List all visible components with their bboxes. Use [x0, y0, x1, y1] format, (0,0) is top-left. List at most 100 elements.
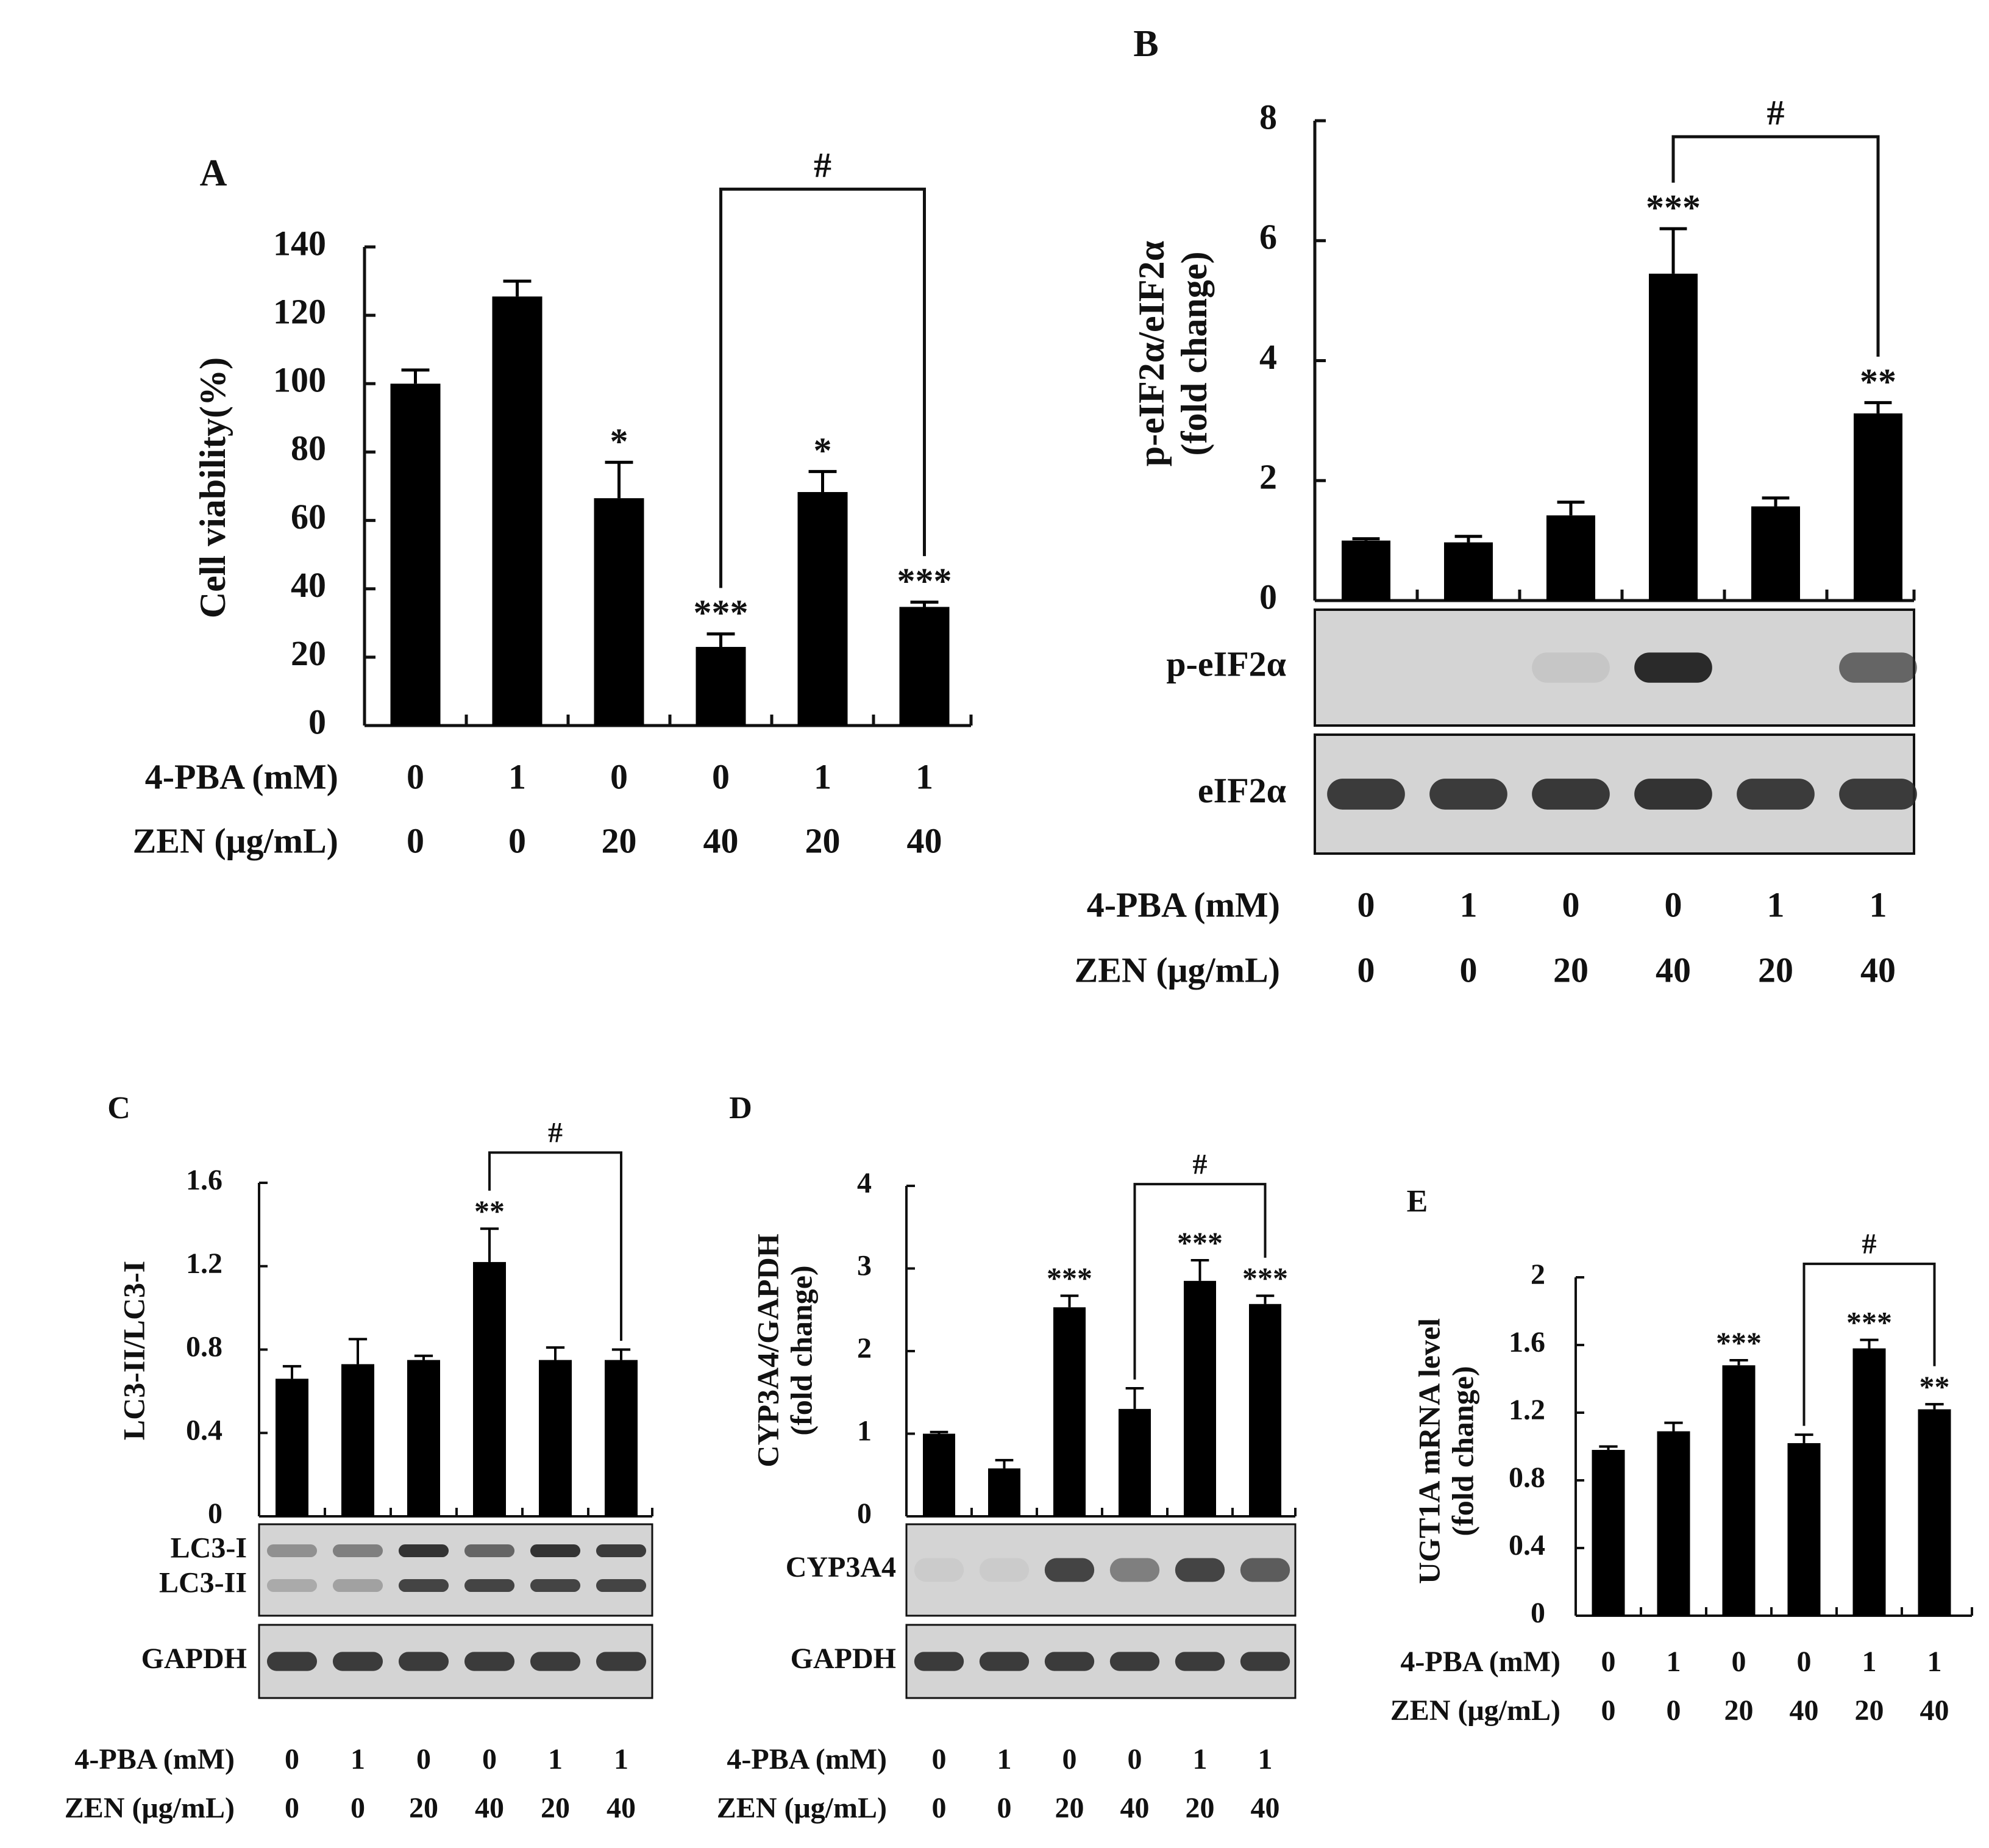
blot-frame: [905, 1523, 1297, 1617]
zen-dose: 0: [1460, 950, 1478, 990]
zen-row-label: ZEN (μg/mL): [717, 1792, 887, 1824]
zen-dose: 0: [1357, 950, 1375, 990]
bar: [923, 1433, 955, 1516]
blot-band: [530, 1652, 581, 1671]
zen-dose: 40: [1656, 950, 1691, 990]
y-tick-label: 0: [308, 702, 326, 741]
pba-dose: 0: [1357, 885, 1375, 924]
blot-band: [1737, 652, 1815, 682]
bar: [407, 1360, 440, 1516]
y-axis-label-secondary: (fold change): [1174, 252, 1214, 456]
y-tick-label: 1.2: [1509, 1394, 1545, 1426]
blot-band: [398, 1544, 449, 1557]
panel-d: D 0 1 2 3 4 CYP3A4/GAPDH (fold change) *** *** ***…: [717, 1091, 1297, 1824]
zen-dose: 40: [1920, 1694, 1949, 1727]
comparison-bracket: [1802, 1262, 1936, 1426]
pba-dose: 0: [482, 1743, 497, 1775]
bracket-label: #: [1862, 1228, 1877, 1260]
blot-band: [1240, 1558, 1290, 1582]
pba-dose: 0: [1562, 885, 1580, 924]
y-tick-label: 2: [1259, 457, 1277, 497]
bar: [1852, 1348, 1886, 1616]
comparison-bracket: [719, 187, 926, 588]
pba-dose: 1: [814, 757, 831, 796]
pba-dose: 1: [548, 1743, 563, 1775]
bar: [1918, 1409, 1951, 1616]
bar: [1119, 1408, 1151, 1516]
blot-band: [1532, 652, 1610, 683]
pba-row-label: 4-PBA (mM): [1400, 1646, 1560, 1678]
blot-band: [1175, 1558, 1225, 1582]
significance-marker: *: [610, 421, 628, 462]
blot-band: [1109, 1558, 1160, 1582]
significance-marker: ***: [694, 593, 749, 633]
bar: [1649, 273, 1698, 601]
significance-marker: **: [1920, 1369, 1950, 1404]
bar: [1546, 515, 1595, 601]
zen-dose: 20: [541, 1792, 570, 1824]
blot-band: [1109, 1652, 1160, 1671]
blot-band-lower: [332, 1579, 383, 1592]
pba-dose: 1: [1870, 885, 1887, 924]
pba-dose: 0: [1601, 1646, 1616, 1678]
y-tick-label: 0.8: [1509, 1461, 1545, 1494]
significance-marker: ***: [1646, 188, 1701, 228]
y-tick-label: 60: [291, 497, 326, 537]
pba-dose: 1: [997, 1743, 1012, 1775]
y-tick-label: 0.4: [1509, 1529, 1545, 1561]
bracket-label: #: [548, 1117, 563, 1149]
y-axis-label: Cell viability(%): [193, 357, 233, 618]
bar: [605, 1360, 638, 1516]
blot-frame: [258, 1624, 653, 1699]
zen-dose: 20: [409, 1792, 438, 1824]
y-tick-label: 4: [857, 1167, 872, 1199]
zen-dose: 20: [805, 821, 841, 860]
significance-marker: ***: [1716, 1325, 1762, 1360]
y-axis-label: UGT1A mRNA level: [1412, 1318, 1446, 1584]
zen-dose: 0: [997, 1792, 1012, 1824]
blot-band: [464, 1544, 515, 1557]
zen-row-label: ZEN (μg/mL): [133, 821, 338, 860]
y-tick-label: 2: [857, 1332, 872, 1365]
bracket-label: #: [1193, 1148, 1208, 1180]
pba-dose: 0: [285, 1743, 299, 1775]
pba-dose: 0: [1128, 1743, 1142, 1775]
zen-dose: 0: [1667, 1694, 1681, 1727]
y-axis-label: CYP3A4/GAPDH: [750, 1233, 785, 1467]
pba-dose: 0: [1062, 1743, 1077, 1775]
pba-dose: 0: [416, 1743, 431, 1775]
blot-band: [1044, 1558, 1095, 1582]
bar: [1722, 1365, 1756, 1616]
y-tick-label: 40: [291, 565, 326, 605]
zen-dose: 0: [508, 821, 526, 860]
significance-marker: ***: [1177, 1225, 1223, 1260]
pba-dose: 0: [712, 757, 730, 796]
blot-band: [596, 1544, 647, 1557]
pba-row-label: 4-PBA (mM): [74, 1743, 235, 1775]
bracket-label: #: [814, 145, 831, 185]
pba-dose: 0: [932, 1743, 947, 1775]
y-tick-label: 0.8: [186, 1331, 222, 1363]
zen-dose: 20: [1724, 1694, 1754, 1727]
blot-band: [398, 1652, 449, 1671]
blot-label: GAPDH: [791, 1643, 896, 1675]
bar: [1657, 1431, 1690, 1616]
blot-band-lower: [266, 1579, 318, 1592]
blot-band: [1175, 1652, 1225, 1671]
blot-band: [1737, 779, 1815, 810]
y-tick-label: 100: [273, 360, 326, 400]
zen-dose: 20: [1055, 1792, 1084, 1824]
significance-marker: ***: [1242, 1261, 1288, 1295]
bar: [1787, 1443, 1821, 1616]
zen-dose: 20: [1855, 1694, 1884, 1727]
blot-band: [1634, 779, 1712, 810]
panel-c: C 0 0.4 0.8 1.2 1.6 LC3-II/LC3-I ** # LC3-ILC3-II…: [65, 1091, 653, 1824]
pba-dose: 1: [350, 1743, 365, 1775]
blot-band: [1634, 652, 1712, 683]
blot-band: [1429, 779, 1507, 810]
bar: [276, 1379, 308, 1516]
y-axis-label-secondary: (fold change): [784, 1265, 818, 1435]
significance-marker: ***: [1047, 1261, 1092, 1295]
